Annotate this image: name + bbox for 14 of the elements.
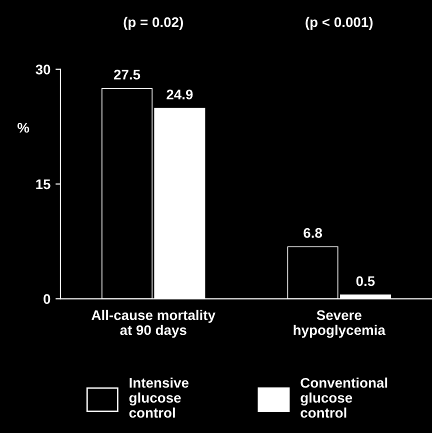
y-tick-label: 0 — [44, 294, 50, 304]
data-label: 24.9 — [166, 90, 193, 100]
legend-label: Conventional glucose control — [300, 378, 388, 418]
y-tick-label: 30 — [36, 64, 50, 74]
legend-label: Intensive glucose control — [129, 378, 189, 418]
text: (p < 0.001) — [306, 16, 373, 30]
data-label: 6.8 — [304, 228, 322, 238]
y-tick-label: 15 — [36, 180, 50, 190]
y-axis-title: % — [18, 122, 30, 133]
data-label: 0.5 — [356, 276, 375, 286]
x-tick-label: All-cause mortality at 90 days — [92, 310, 216, 338]
text: (p = 0.02) — [124, 16, 183, 30]
data-label: 27.5 — [114, 70, 140, 80]
x-tick-label: Severe hypoglycemia — [294, 310, 386, 338]
